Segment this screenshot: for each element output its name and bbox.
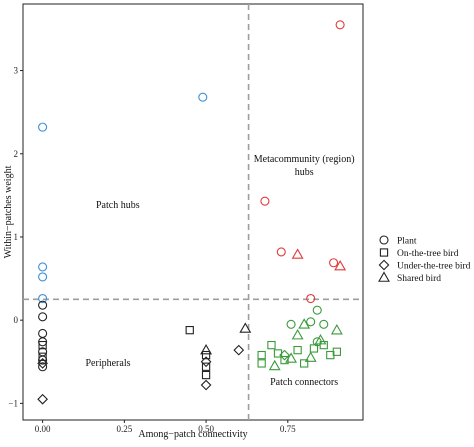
legend-circle-icon: [379, 235, 389, 245]
data-point-triangle: [330, 324, 343, 335]
data-point-circle: [329, 258, 339, 268]
data-point-square: [38, 340, 47, 350]
data-point-circle: [38, 300, 48, 310]
legend-diamond-icon: [378, 259, 390, 271]
data-point-triangle: [314, 334, 327, 345]
data-point-circle: [335, 20, 345, 30]
y-tick-label: −1: [8, 398, 18, 408]
region-label: Peripherals: [86, 358, 131, 369]
data-point-diamond: [233, 344, 245, 356]
data-point-circle: [312, 305, 322, 315]
legend-label: On-the-tree bird: [397, 249, 459, 259]
data-point-square: [267, 340, 276, 350]
y-tick-label: 2: [14, 149, 19, 159]
region-label-line: hubs: [295, 167, 314, 178]
data-point-circle: [312, 337, 322, 347]
data-point-circle: [38, 362, 48, 372]
legend-square-icon: [379, 248, 389, 257]
data-point-circle: [38, 293, 48, 304]
x-tick-label: 0.75: [280, 424, 296, 434]
legend-label: Under-the-tree bird: [397, 262, 471, 272]
data-point-circle: [286, 319, 296, 329]
data-point-circle: [319, 319, 329, 329]
data-point-circle: [306, 317, 316, 327]
data-point-triangle: [304, 351, 317, 362]
data-point-circle: [38, 262, 48, 272]
x-axis: 0.00 0.25 0.50 0.75: [35, 420, 296, 434]
data-point-square: [38, 352, 47, 361]
region-label-line: Metacommunity (region): [254, 154, 355, 165]
y-tick-label: 0: [14, 315, 19, 325]
x-tick-label: 0.00: [35, 424, 51, 434]
data-point-square: [201, 362, 211, 371]
data-point-triangle: [239, 322, 252, 333]
data-point-square: [257, 350, 266, 360]
data-point-diamond: [37, 393, 48, 405]
data-point-square: [332, 347, 341, 356]
data-point-circle: [276, 247, 286, 257]
data-point-square: [293, 345, 302, 355]
data-point-diamond: [200, 379, 212, 391]
x-axis-title: Among−patch connectivity: [138, 429, 247, 440]
y-axis-title: Within−patches weight: [3, 165, 14, 258]
x-tick-label: 0.50: [198, 424, 214, 434]
data-point-circle: [38, 312, 48, 322]
legend-label: Shared bird: [397, 274, 441, 284]
legend: Plant On-the-tree bird Under-the-tree bird…: [378, 235, 471, 284]
data-point-diamond: [37, 358, 48, 369]
legend-triangle-icon: [378, 271, 390, 282]
data-point-square: [257, 359, 266, 368]
data-point-triangle: [298, 318, 311, 329]
region-label: Patch hubs: [96, 200, 140, 211]
data-point-triangle: [291, 248, 304, 259]
data-points: [37, 20, 347, 405]
y-axis: −1 0 1 2 3: [8, 66, 23, 408]
data-point-diamond: [200, 356, 212, 368]
data-point-circle: [38, 272, 48, 282]
data-point-square: [280, 355, 289, 365]
y-tick-label: 3: [14, 66, 19, 76]
data-point-triangle: [268, 359, 281, 371]
x-tick-label: 0.25: [116, 424, 132, 434]
region-label-line: Peripherals: [86, 358, 131, 369]
data-point-square: [201, 350, 211, 360]
data-point-diamond: [279, 349, 290, 361]
data-point-square: [185, 325, 194, 335]
data-point-triangle: [334, 259, 347, 271]
region-label-line: Patch hubs: [96, 200, 140, 211]
region-labels: Patch hubs Metacommunity (region) hubs Peri…: [86, 154, 355, 388]
data-point-triangle: [285, 352, 298, 363]
data-point-square: [201, 370, 211, 380]
data-point-circle: [38, 122, 48, 132]
legend-label: Plant: [397, 237, 417, 247]
region-label: Metacommunity (region) hubs: [254, 154, 355, 178]
data-point-circle: [306, 293, 316, 304]
y-tick-label: 1: [14, 232, 19, 242]
region-label-line: Patch connectors: [270, 377, 338, 388]
region-label: Patch connectors: [270, 377, 338, 388]
data-point-triangle: [200, 344, 213, 355]
data-point-square: [300, 359, 309, 368]
data-point-circle: [260, 196, 270, 206]
plot-panel: [22, 3, 364, 421]
data-point-triangle: [291, 329, 304, 340]
data-point-circle: [198, 92, 208, 102]
